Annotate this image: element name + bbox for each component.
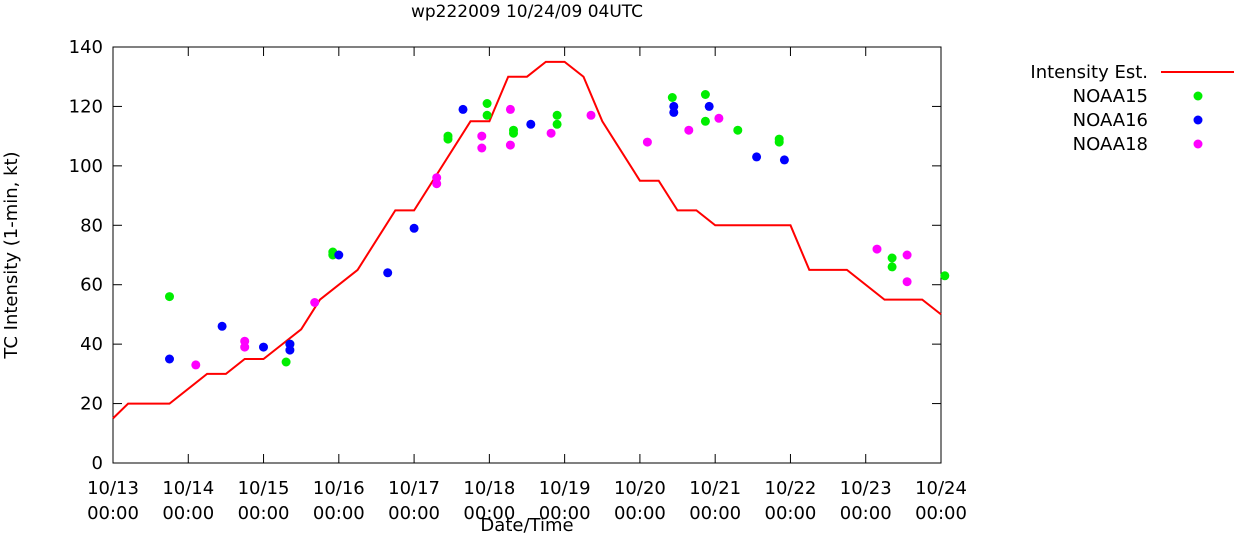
noaa16-point (259, 342, 268, 352)
noaa18-point (902, 277, 912, 287)
x-tick-label-time: 00:00 (840, 503, 892, 524)
y-axis-label: TC Intensity (1-min, kt) (1, 151, 22, 359)
noaa16-point (217, 321, 227, 331)
noaa16-point (669, 101, 679, 111)
noaa15-point (700, 116, 710, 126)
x-tick-label-date: 10/18 (463, 478, 515, 499)
x-tick-label-time: 00:00 (614, 503, 666, 524)
x-tick-label-date: 10/20 (614, 478, 666, 499)
series-layer (112, 60, 950, 420)
x-tick-label-date: 10/24 (915, 478, 967, 499)
x-tick-label-date: 10/15 (238, 478, 290, 499)
x-tick-label-date: 10/14 (162, 478, 214, 499)
noaa15-point (165, 292, 174, 302)
x-tick-label-time: 00:00 (87, 503, 139, 524)
x-tick-label-date: 10/23 (840, 478, 892, 499)
noaa18-point (586, 110, 596, 120)
noaa16-point (165, 354, 174, 364)
noaa18-point (684, 125, 694, 135)
legend-label: Intensity Est. (1030, 62, 1148, 83)
noaa16-point (526, 119, 536, 129)
noaa15-point (552, 119, 562, 129)
noaa18-point (477, 143, 487, 153)
noaa18-point (432, 173, 442, 183)
noaa18-point (310, 298, 320, 307)
noaa15-point (552, 110, 562, 120)
noaa15-point (509, 125, 518, 135)
x-tick-label-time: 00:00 (238, 503, 290, 524)
noaa18-point (902, 250, 912, 260)
x-tick-label-time: 00:00 (388, 503, 440, 524)
noaa16-point (458, 104, 468, 114)
noaa18-point (240, 336, 250, 346)
noaa18-point (714, 113, 724, 123)
chart-title: wp222009 10/24/09 04UTC (411, 2, 643, 22)
legend-label: NOAA15 (1073, 86, 1148, 107)
noaa15-point (700, 90, 710, 99)
noaa16-point (409, 223, 419, 233)
noaa15-point (667, 93, 677, 102)
plot-frame (112, 46, 942, 464)
noaa16-point (334, 250, 344, 260)
legend: Intensity Est. NOAA15 NOAA16 NOAA18 (1030, 62, 1234, 155)
x-tick-label-time: 00:00 (689, 503, 741, 524)
y-tick-label: 0 (92, 453, 103, 474)
x-axis-label: Date/Time (480, 515, 573, 533)
noaa15-point (281, 357, 291, 367)
noaa15-point (482, 110, 492, 120)
x-tick-label-date: 10/16 (313, 478, 365, 499)
x-tick-label-time: 00:00 (313, 503, 365, 524)
legend-label: NOAA18 (1073, 134, 1148, 155)
y-tick-label: 100 (69, 156, 103, 177)
x-tick-label-time: 00:00 (765, 503, 817, 524)
noaa15-point (482, 99, 492, 108)
noaa18-point (505, 140, 515, 150)
noaa15-point (940, 271, 950, 281)
noaa18-point (191, 360, 201, 370)
noaa16-point (752, 152, 762, 162)
legend-point-swatch (1193, 91, 1203, 101)
y-tick-label: 140 (69, 37, 103, 58)
noaa15-point (887, 262, 897, 272)
noaa16-point (285, 339, 295, 349)
noaa15-point (443, 131, 453, 141)
x-tick-label-time: 00:00 (915, 503, 967, 524)
noaa16-point (779, 155, 789, 165)
legend-point-swatch (1193, 139, 1203, 149)
x-tick-label-time: 00:00 (463, 503, 515, 524)
x-tick-label-time: 00:00 (539, 503, 591, 524)
x-axis-ticks: 10/13 00:00 10/14 00:00 10/15 00:00 10/16 00:00… (87, 47, 967, 524)
noaa15-point (774, 134, 784, 144)
y-tick-label: 80 (80, 215, 103, 236)
noaa18-point (477, 131, 487, 141)
noaa16-point (383, 268, 393, 278)
noaa18-point (642, 137, 652, 147)
noaa18-point (872, 244, 882, 254)
noaa16-point (704, 101, 714, 111)
y-tick-label: 20 (80, 394, 103, 415)
y-axis-ticks: 0 20 40 60 80 100 120 140 (69, 37, 941, 474)
legend-point-swatch (1193, 115, 1203, 125)
noaa18-point (546, 128, 556, 138)
x-tick-label-date: 10/21 (689, 478, 741, 499)
x-tick-label-date: 10/13 (87, 478, 139, 499)
x-tick-label-date: 10/22 (765, 478, 817, 499)
x-tick-label-date: 10/17 (388, 478, 440, 499)
y-tick-label: 60 (80, 275, 103, 296)
noaa15-point (887, 253, 897, 263)
y-tick-label: 40 (80, 334, 103, 355)
noaa18-point (505, 104, 515, 114)
noaa15-point (733, 125, 743, 135)
x-tick-label-time: 00:00 (162, 503, 214, 524)
intensity-line (112, 60, 942, 420)
y-tick-label: 120 (69, 96, 103, 117)
x-tick-label-date: 10/19 (539, 478, 591, 499)
legend-label: NOAA16 (1073, 110, 1148, 131)
